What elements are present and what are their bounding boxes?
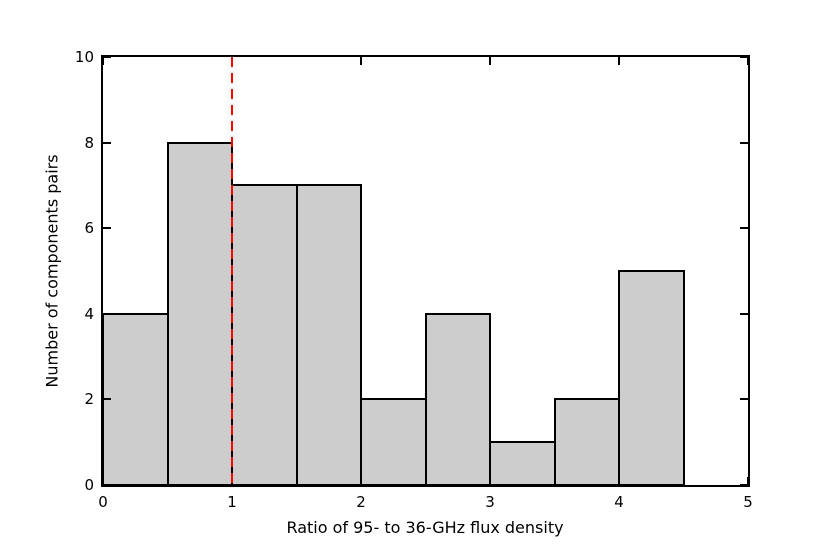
axis-tick [740,56,748,58]
axis-tick [103,227,111,230]
histogram-bar [618,270,685,486]
x-tick-label: 4 [614,493,624,511]
plot-inner [102,56,749,486]
y-axis-label: Number of components pairs [42,154,62,388]
y-tick-label: 10 [74,48,94,66]
x-tick-label: 1 [227,493,237,511]
axis-tick [103,312,111,315]
axis-tick [103,56,111,58]
y-tick-label: 0 [84,476,94,494]
histogram-bar [360,398,427,486]
axis-tick [489,57,491,65]
axis-tick [747,57,749,65]
axis-tick [489,477,491,485]
axis-tick [360,57,362,65]
axis-tick [102,57,104,65]
axis-tick [103,398,111,401]
y-tick-label: 4 [84,304,94,323]
axis-tick [360,477,362,485]
histogram-bar [295,184,362,486]
histogram-bar [102,312,169,486]
axis-tick [103,141,111,144]
reference-line [231,57,233,485]
histogram-bar [231,184,298,486]
x-tick-label: 3 [485,493,495,511]
axis-tick [102,477,104,485]
x-tick-label: 2 [356,493,366,511]
y-tick-label: 6 [84,219,94,238]
axis-tick [740,398,748,401]
axis-tick [618,477,620,485]
axis-tick [740,141,748,144]
plot-area [101,55,750,487]
histogram-bar [553,398,620,486]
histogram-bar [424,312,491,486]
y-tick-label: 2 [84,390,94,409]
histogram-bar [489,441,556,486]
axis-tick [747,477,749,485]
axis-tick [740,312,748,315]
axis-tick [103,484,111,486]
y-tick-label: 8 [84,133,94,152]
x-axis-label: Ratio of 95- to 36-GHz flux density [286,518,564,537]
axis-tick [740,484,748,486]
axis-tick [618,57,620,65]
axis-tick [740,227,748,230]
x-tick-label: 0 [98,493,108,511]
histogram-bar [166,141,233,486]
x-tick-label: 5 [743,493,753,511]
